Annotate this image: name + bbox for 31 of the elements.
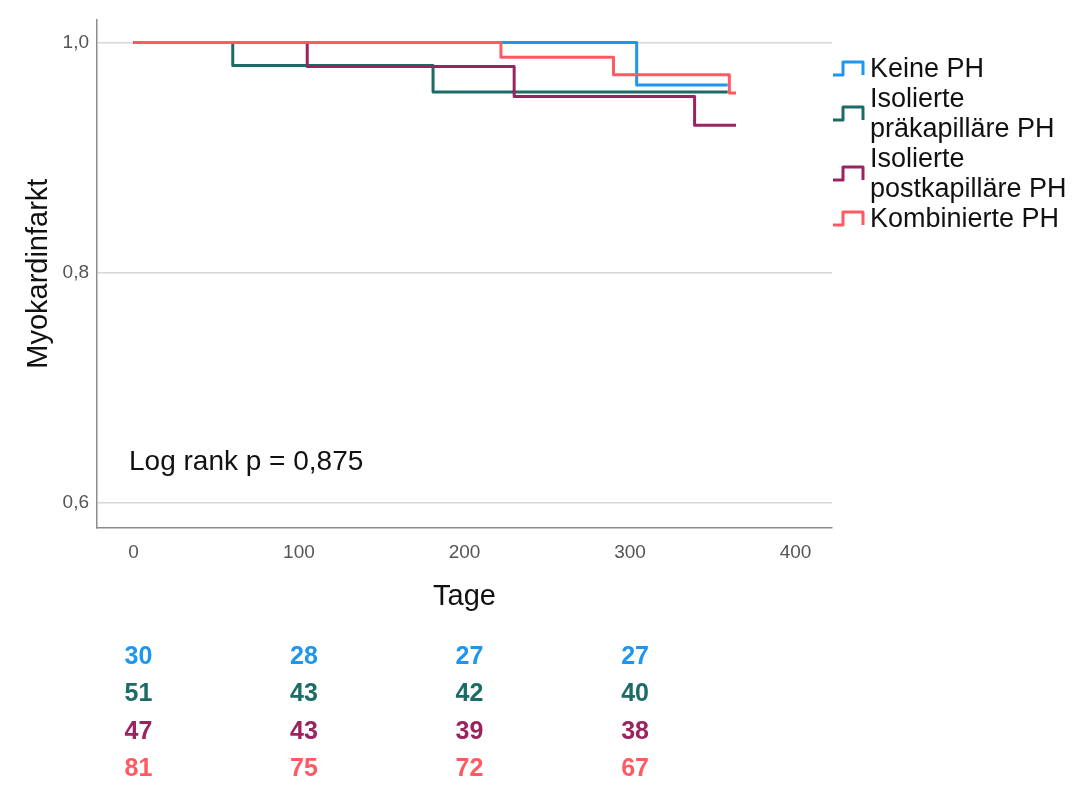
x-axis-title: Tage <box>433 578 496 611</box>
x-tick-label: 400 <box>779 540 812 562</box>
annotation: Log rank p = 0,875 <box>129 444 364 476</box>
x-tick-label: 100 <box>283 540 315 562</box>
text: 27 <box>455 640 484 669</box>
text: 38 <box>621 715 650 744</box>
x-tick-label: 200 <box>448 540 481 562</box>
legend-label: Keine PH <box>870 53 986 83</box>
legend-label: Kombinierte PH <box>870 203 1061 233</box>
text: 43 <box>290 678 318 707</box>
legend-label: Isolierte postkapilläre PH <box>870 143 1068 203</box>
text: 75 <box>290 753 318 782</box>
y-tick-label: 0,6 <box>62 490 89 512</box>
text: 27 <box>621 640 649 669</box>
text: 42 <box>455 678 484 707</box>
text: 51 <box>124 678 153 707</box>
text: 30 <box>124 640 153 669</box>
text: 67 <box>621 753 649 782</box>
text: 43 <box>290 715 318 744</box>
x-tick-label: 0 <box>128 540 139 562</box>
text: 72 <box>455 753 484 782</box>
text: 39 <box>455 715 484 744</box>
text: 47 <box>124 715 153 744</box>
text: 40 <box>621 678 649 707</box>
y-tick-label: 1,0 <box>62 30 89 52</box>
text: 81 <box>124 753 153 782</box>
text: 28 <box>290 640 318 669</box>
y-axis-title: Myokardinfarkt <box>21 178 54 369</box>
x-tick-label: 300 <box>614 540 646 562</box>
legend-label: Isolierte präkapilläre PH <box>870 83 1056 143</box>
y-tick-label: 0,8 <box>62 260 89 282</box>
